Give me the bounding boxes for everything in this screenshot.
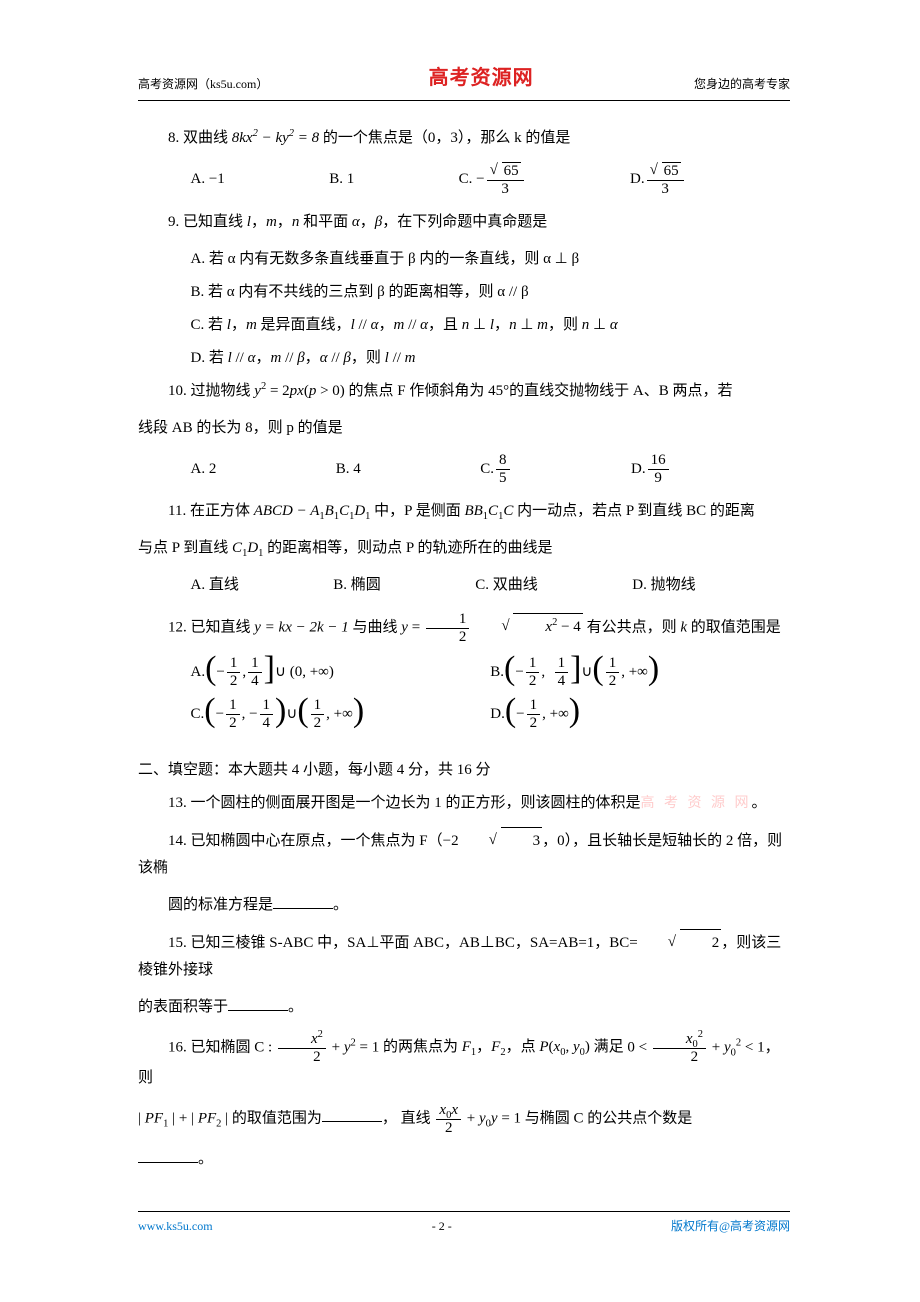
q8-opt-a: A. −1 <box>191 162 330 197</box>
question-8: 8. 双曲线 8kx2 − ky2 = 8 的一个焦点是（0，3），那么 k 的… <box>138 125 790 152</box>
question-9: 9. 已知直线 l，m，n 和平面 α，β，在下列命题中真命题是 <box>138 209 790 236</box>
q14-line2: 圆的标准方程是。 <box>138 892 790 919</box>
q10d-den: 9 <box>648 469 669 487</box>
q16-line2: | PF1 | + | PF2 | 的取值范围为， 直线 x0x2 + y0y … <box>138 1102 790 1136</box>
q15-line2: 的表面积等于。 <box>138 994 790 1021</box>
q16-eqd: 2 <box>278 1048 326 1066</box>
page: 高考资源网（ks5u.com） 高考资源网 您身边的高考专家 8. 双曲线 8k… <box>0 0 920 1173</box>
q11-opt-b: B. 椭圆 <box>333 572 475 599</box>
q8-opt-d: D. 653 <box>630 162 790 197</box>
question-15: 15. 已知三棱锥 S-ABC 中，SA⊥平面 ABC，AB⊥BC，SA=AB=… <box>138 929 790 984</box>
q12-opt-d: D. (−12, +∞) <box>490 697 790 731</box>
q8d-den: 3 <box>647 180 684 198</box>
watermark-icon: 高 考 资 源 网 <box>641 796 752 811</box>
q11-mid: 中，P 是侧面 <box>374 503 464 519</box>
q12-post: 有公共点，则 k 的取值范围是 <box>587 619 781 635</box>
q11-post1: 内一动点，若点 P 到直线 BC 的距离 <box>517 503 755 519</box>
footer-center: - 2 - <box>432 1216 452 1238</box>
question-11: 11. 在正方体 ABCD − A1B1C1D1 中，P 是侧面 BB1C1C … <box>138 498 790 525</box>
q12-cd: 2 <box>426 628 470 646</box>
q9-opt-b: B. 若 α 内有不共线的三点到 β 的距离相等，则 α // β <box>191 279 791 306</box>
q8c-den: 3 <box>487 180 524 198</box>
q14-pre: 14. 已知椭圆中心在原点，一个焦点为 F（ <box>168 833 443 849</box>
q10-opt-d: D. 169 <box>631 452 790 486</box>
q12-pre: 12. 已知直线 <box>168 619 254 635</box>
q8-opt-b: B. 1 <box>329 162 458 197</box>
question-10: 10. 过抛物线 y2 = 2px(p > 0) 的焦点 F 作倾斜角为 45°… <box>138 378 790 405</box>
q9-opt-a: A. 若 α 内有无数多条直线垂直于 β 内的一条直线，则 α ⊥ β <box>191 246 791 273</box>
q10c-num: 8 <box>496 452 510 469</box>
q10-options: A. 2 B. 4 C. 85 D. 169 <box>138 452 790 486</box>
q10d-num: 16 <box>648 452 669 469</box>
q13-pre: 13. 一个圆柱的侧面展开图是一个边长为 1 的正方形，则该圆柱的体积是 <box>168 795 641 811</box>
q8-pre: 8. 双曲线 <box>168 130 228 146</box>
q10-line2: 线段 AB 的长为 8，则 p 的值是 <box>138 415 790 442</box>
q11-opt-c: C. 双曲线 <box>475 572 632 599</box>
q8d-pre: D. <box>630 166 645 193</box>
blank-14 <box>273 894 333 909</box>
q10c-pre: C. <box>480 456 494 483</box>
content: 8. 双曲线 8kx2 − ky2 = 8 的一个焦点是（0，3），那么 k 的… <box>138 101 790 1173</box>
section2-title: 二、填空题：本大题共 4 小题，每小题 4 分，共 16 分 <box>138 757 790 784</box>
q11-line2: 与点 P 到直线 C1D1 的距离相等，则动点 P 的轨迹所在的曲线是 <box>138 535 790 562</box>
q8-options: A. −1 B. 1 C. − 653 D. 653 <box>138 162 790 197</box>
q12-options: A. (−12, 14] ∪ (0, +∞) B. (−12, 14] ∪ (1… <box>138 655 790 739</box>
q11-opt-a: A. 直线 <box>191 572 334 599</box>
page-footer: www.ks5u.com - 2 - 版权所有@高考资源网 <box>138 1211 790 1238</box>
header-right: 您身边的高考专家 <box>694 74 790 96</box>
q10-opt-b: B. 4 <box>336 452 480 486</box>
q10-opt-a: A. 2 <box>191 452 336 486</box>
footer-left: www.ks5u.com <box>138 1216 213 1238</box>
q8c-pre: C. − <box>459 166 485 193</box>
q12-opt-b: B. (−12, 14] ∪ (12, +∞) <box>490 655 790 689</box>
q9-text: 9. 已知直线 l，m，n 和平面 α，β，在下列命题中真命题是 <box>168 214 547 230</box>
question-13: 13. 一个圆柱的侧面展开图是一个边长为 1 的正方形，则该圆柱的体积是高 考 … <box>138 790 790 817</box>
q12-opt-c: C. (−12, −14) ∪ (12, +∞) <box>191 697 491 731</box>
q12-cn: 1 <box>426 611 470 628</box>
q11-options: A. 直线 B. 椭圆 C. 双曲线 D. 抛物线 <box>138 572 790 599</box>
q11-pre: 11. 在正方体 <box>168 503 250 519</box>
q16-pre: 16. 已知椭圆 C : <box>168 1039 276 1055</box>
question-14: 14. 已知椭圆中心在原点，一个焦点为 F（−23，0），且长轴长是短轴长的 2… <box>138 827 790 882</box>
q10-opt-c: C. 85 <box>480 452 631 486</box>
q16-line3: 。 <box>138 1146 790 1173</box>
q16-post: 。 <box>198 1151 213 1167</box>
q16-mid1: 的两焦点为 F1，F2，点 P(x0, y0) 满足 <box>383 1039 627 1055</box>
q9-opt-d: D. 若 l // α，m // β，α // β，则 l // m <box>191 345 791 372</box>
q15-pre: 15. 已知三棱锥 S-ABC 中，SA⊥平面 ABC，AB⊥BC，SA=AB=… <box>168 935 638 951</box>
q8-opt-c: C. − 653 <box>459 162 630 197</box>
q15-post: 。 <box>288 999 303 1015</box>
q9-opt-c: C. 若 l，m 是异面直线，l // α，m // α，且 n ⊥ l，n ⊥… <box>191 312 791 339</box>
blank-16a <box>322 1107 382 1122</box>
q10-pre: 10. 过抛物线 <box>168 383 251 399</box>
q12-opt-a: A. (−12, 14] ∪ (0, +∞) <box>191 655 491 689</box>
q14-post: 。 <box>333 897 348 913</box>
q13-post: 。 <box>752 795 767 811</box>
q10-post: 的焦点 F 作倾斜角为 45°的直线交抛物线于 A、B 两点，若 <box>349 383 733 399</box>
header-center: 高考资源网 <box>429 60 534 96</box>
q11-opt-d: D. 抛物线 <box>632 572 790 599</box>
footer-right: 版权所有@高考资源网 <box>671 1216 790 1238</box>
q10c-den: 5 <box>496 469 510 487</box>
q8-post: 的一个焦点是（0，3），那么 k 的值是 <box>323 130 571 146</box>
blank-16b <box>138 1148 198 1163</box>
question-12: 12. 已知直线 y = kx − 2k − 1 与曲线 y = 12x2 − … <box>138 611 790 645</box>
q12-mid: 与曲线 <box>353 619 402 635</box>
blank-15 <box>228 996 288 1011</box>
q10d-pre: D. <box>631 456 646 483</box>
question-16: 16. 已知椭圆 C : x22 + y2 = 1 的两焦点为 F1，F2，点 … <box>138 1031 790 1092</box>
page-header: 高考资源网（ks5u.com） 高考资源网 您身边的高考专家 <box>138 60 790 101</box>
header-left: 高考资源网（ks5u.com） <box>138 74 268 96</box>
